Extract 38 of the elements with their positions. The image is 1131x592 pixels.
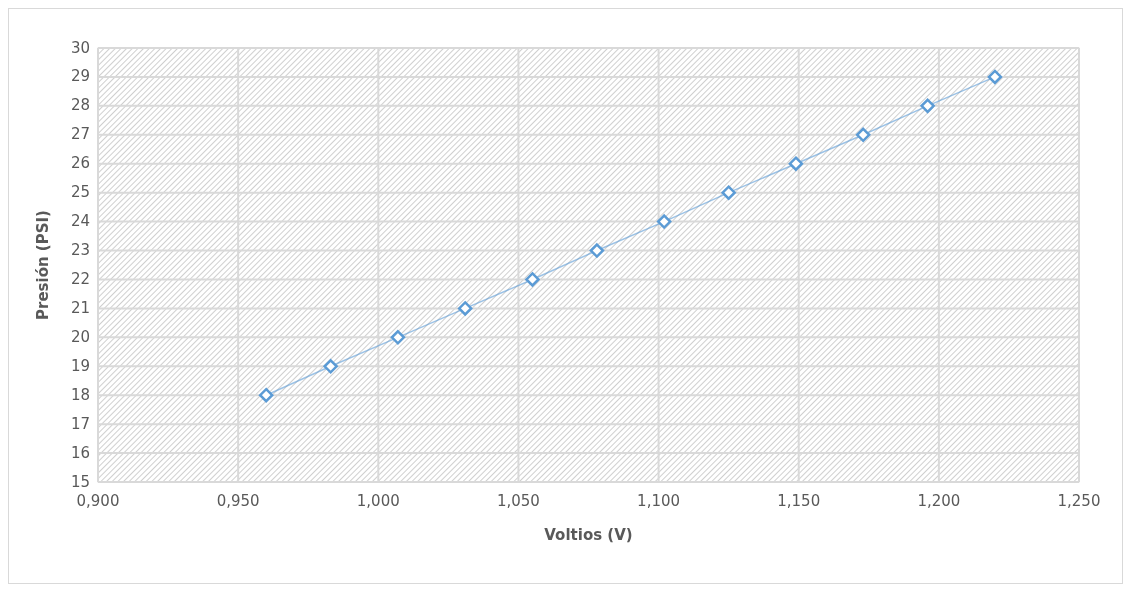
y-tick-label: 21	[70, 298, 90, 317]
point	[855, 127, 871, 143]
point	[525, 272, 540, 287]
x-tick-label: 0,900	[76, 492, 120, 510]
point	[656, 214, 672, 229]
y-tick-label: 22	[70, 269, 90, 288]
x-tick-label: 1,100	[637, 492, 681, 510]
y-tick-label: 15	[70, 472, 90, 491]
y-tick-label: 17	[70, 414, 90, 433]
point	[390, 330, 406, 345]
point	[457, 301, 473, 316]
y-tick-label: 19	[70, 356, 90, 375]
y-tick-label: 25	[70, 183, 90, 202]
y-tick-label: 28	[70, 96, 90, 115]
y-tick-label: 18	[70, 385, 90, 404]
x-tick-label: 1,200	[917, 492, 961, 510]
y-tick-label: 24	[70, 212, 90, 231]
x-tick-label: 1,000	[356, 492, 400, 510]
x-tick-label: 1,150	[777, 492, 821, 510]
x-tick-label: 0,950	[216, 492, 260, 510]
x-axis-title: Voltios (V)	[544, 526, 633, 544]
point	[258, 387, 274, 403]
y-tick-label: 27	[70, 125, 90, 144]
y-tick-label: 26	[70, 154, 90, 173]
point	[589, 243, 605, 258]
point	[323, 359, 338, 374]
point	[721, 185, 736, 200]
y-tick-label: 23	[70, 241, 90, 260]
y-tick-label: 20	[70, 327, 90, 346]
point	[788, 156, 804, 171]
x-tick-label: 1,050	[496, 492, 540, 510]
x-tick-label: 1,250	[1057, 492, 1101, 510]
y-axis-title: Presión (PSI)	[34, 210, 52, 320]
y-tick-label: 16	[70, 443, 90, 462]
point	[987, 69, 1003, 85]
point	[920, 98, 935, 114]
y-tick-label: 29	[70, 67, 90, 86]
y-tick-label: 30	[70, 38, 90, 57]
